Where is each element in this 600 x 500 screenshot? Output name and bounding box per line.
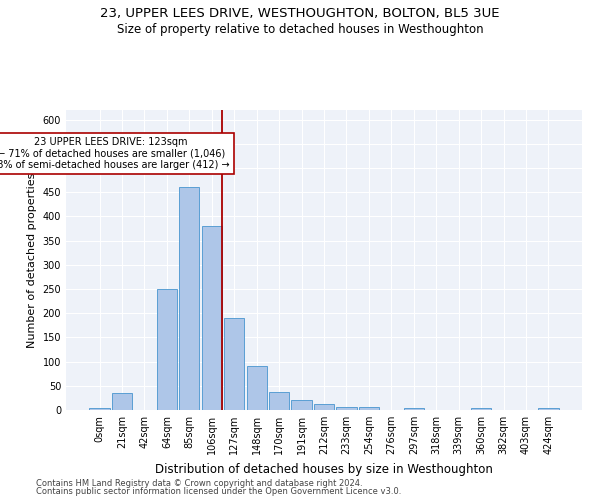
Bar [202, 226, 222, 410]
Bar [112, 393, 132, 410]
Text: 23 UPPER LEES DRIVE: 123sqm
← 71% of detached houses are smaller (1,046)
28% of : 23 UPPER LEES DRIVE: 123sqm ← 71% of det… [0, 136, 230, 170]
Bar [314, 404, 334, 410]
Bar [292, 400, 311, 410]
Text: Size of property relative to detached houses in Westhoughton: Size of property relative to detached ho… [116, 22, 484, 36]
Bar [471, 408, 491, 410]
Bar [337, 406, 356, 410]
Bar [157, 289, 177, 410]
Bar [179, 188, 199, 410]
Bar [247, 366, 267, 410]
Y-axis label: Number of detached properties: Number of detached properties [27, 172, 37, 348]
Bar [89, 408, 110, 410]
Bar [538, 408, 559, 410]
Text: 23, UPPER LEES DRIVE, WESTHOUGHTON, BOLTON, BL5 3UE: 23, UPPER LEES DRIVE, WESTHOUGHTON, BOLT… [100, 8, 500, 20]
Text: Contains HM Land Registry data © Crown copyright and database right 2024.: Contains HM Land Registry data © Crown c… [36, 478, 362, 488]
Bar [404, 408, 424, 410]
Bar [269, 392, 289, 410]
X-axis label: Distribution of detached houses by size in Westhoughton: Distribution of detached houses by size … [155, 462, 493, 475]
Bar [224, 318, 244, 410]
Bar [359, 406, 379, 410]
Text: Contains public sector information licensed under the Open Government Licence v3: Contains public sector information licen… [36, 487, 401, 496]
